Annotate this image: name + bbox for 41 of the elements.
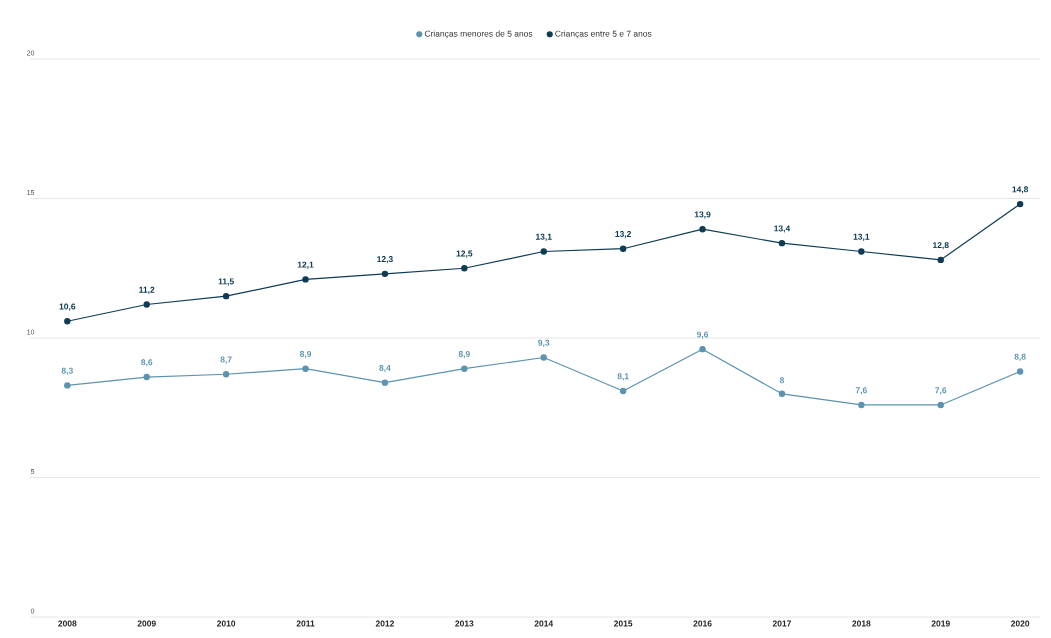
x-tick-label: 2019: [931, 620, 950, 627]
x-tick-label: 2016: [693, 620, 712, 627]
data-label: 7,6: [935, 387, 947, 395]
data-label: 13,1: [853, 233, 870, 241]
data-label: 14,8: [1012, 186, 1029, 194]
x-tick-label: 2009: [137, 620, 156, 627]
data-label: 8,9: [299, 350, 312, 359]
data-label: 8,8: [1014, 353, 1026, 361]
data-label: 9,6: [696, 331, 709, 339]
legend-label: Crianças entre 5 e 7 anos: [555, 30, 652, 39]
x-tick-label: 2013: [455, 620, 474, 627]
data-label: 10,6: [59, 303, 76, 311]
data-label: 13,1: [536, 233, 552, 241]
legend-label: Crianças menores de 5 anos: [424, 30, 533, 39]
data-label: 12,3: [377, 256, 393, 264]
data-label: 8,1: [617, 373, 629, 381]
x-tick-label: 2010: [217, 620, 236, 627]
x-tick-label: 2018: [852, 620, 871, 627]
data-label: 12,1: [297, 261, 314, 269]
data-label: 8,3: [61, 367, 73, 375]
x-tick-label: 2008: [58, 620, 77, 627]
data-label: 13,4: [774, 225, 791, 233]
data-label: 12,5: [456, 250, 473, 258]
data-label: 9,3: [538, 339, 550, 348]
data-label: 11,2: [139, 286, 155, 294]
data-label: 13,2: [615, 230, 632, 239]
x-tick-label: 2017: [772, 620, 791, 627]
data-label: 8,4: [379, 364, 391, 373]
data-label: 8,9: [458, 350, 470, 359]
data-label: 12,8: [933, 242, 949, 250]
x-tick-label: 2020: [1011, 620, 1030, 627]
data-label: 8,7: [220, 356, 232, 364]
x-tick-label: 2014: [534, 620, 554, 627]
data-label: 8: [779, 377, 785, 384]
x-tick-label: 2015: [614, 620, 633, 627]
data-label: 8,6: [141, 359, 153, 367]
data-label: 13,9: [694, 211, 711, 219]
data-label: 11,5: [218, 278, 234, 286]
x-tick-label: 2012: [375, 620, 395, 627]
x-tick-label: 2011: [296, 620, 315, 627]
data-label: 7,6: [855, 387, 867, 395]
